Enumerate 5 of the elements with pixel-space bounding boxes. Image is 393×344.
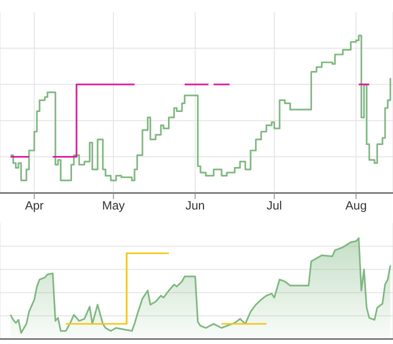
x-tick-label: May: [102, 198, 125, 213]
x-tick-label: Apr: [24, 198, 44, 213]
x-tick-label: Jun: [186, 198, 205, 213]
x-tick-label: Jul: [266, 198, 282, 213]
x-tick-label: Aug: [345, 198, 367, 213]
